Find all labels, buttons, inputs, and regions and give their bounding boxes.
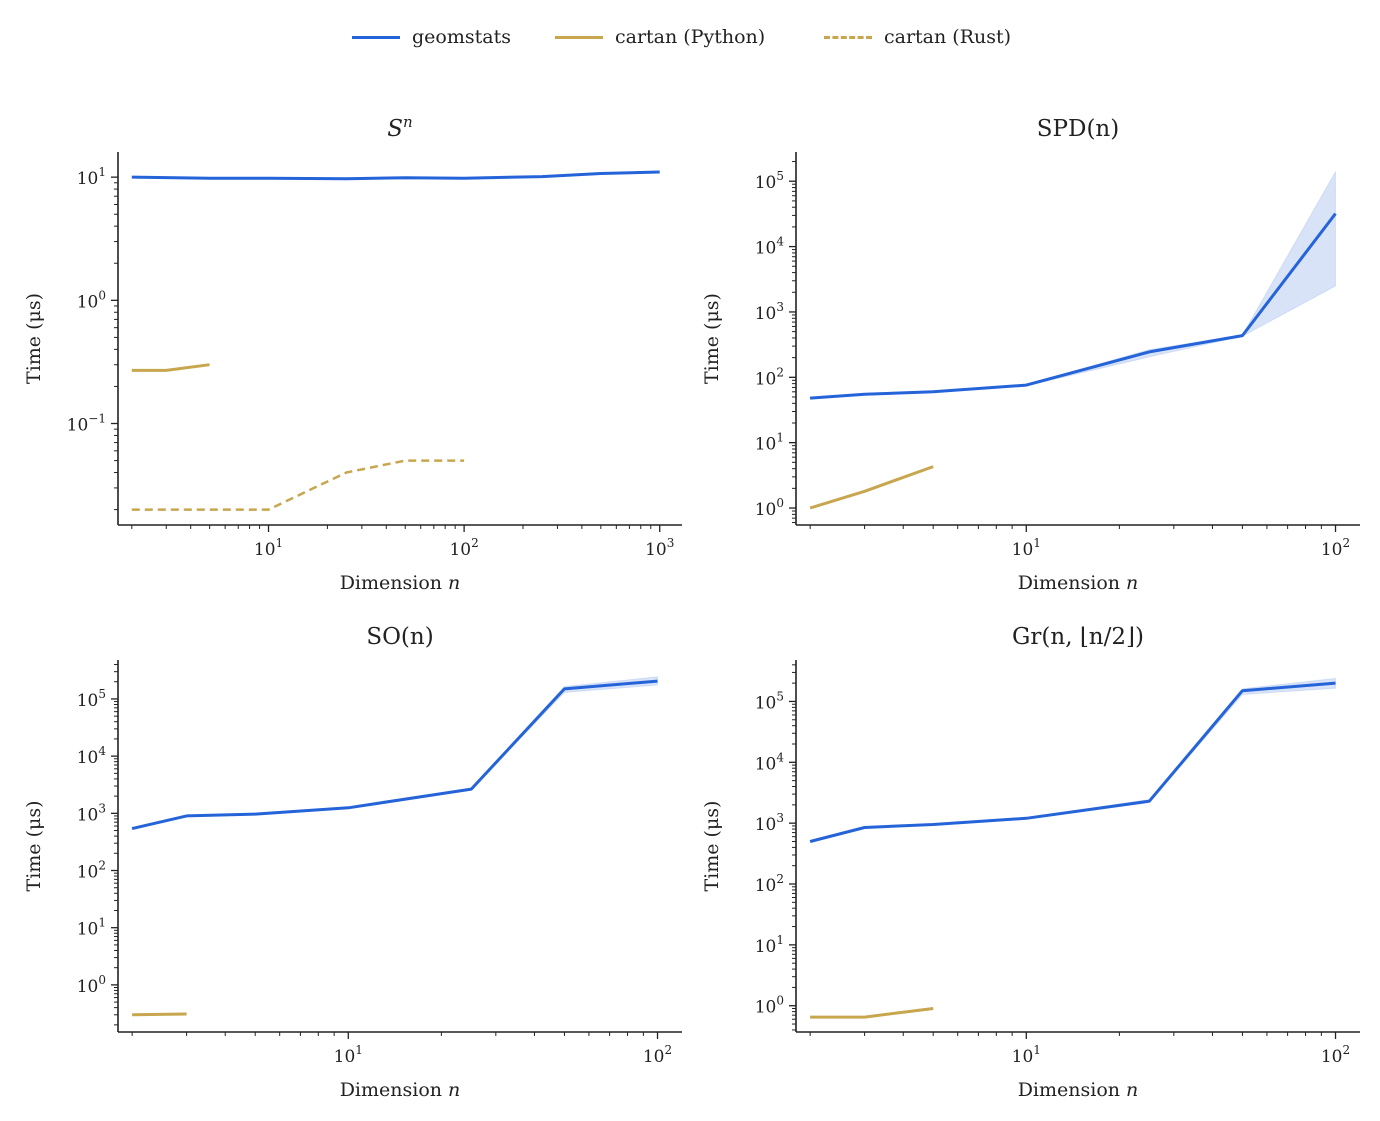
series-line-1-3: [131, 459, 465, 511]
y-axis-label: Time (μs): [701, 293, 723, 384]
x-axis-label: Dimension n: [340, 1079, 461, 1101]
y-tick-label: 100: [77, 288, 106, 312]
y-tick-label: 105: [77, 687, 106, 711]
series-line-1-2: [131, 363, 210, 372]
x-axis-label: Dimension n: [1018, 1079, 1139, 1101]
y-tick-label: 100: [755, 496, 784, 520]
y-tick-label: 103: [77, 801, 106, 825]
y-tick-label: 104: [755, 235, 785, 259]
y-tick-label: 102: [755, 365, 784, 389]
chart-title: Sn: [387, 113, 412, 142]
series-line-3-2: [132, 1012, 187, 1017]
legend-label-cartan-rust: cartan (Rust): [884, 26, 1012, 48]
chart-2: 101 102 100 101 102 103 104 105 SPD(n) Dimension …: [701, 116, 1360, 594]
series-line-2-1: [809, 212, 1337, 400]
legend-label-cartan-python: cartan (Python): [615, 26, 766, 48]
x-tick-label: 101: [254, 536, 283, 560]
y-tick-label: 102: [77, 859, 106, 883]
chart-4: 101 102 100 101 102 103 104 105 Gr(n, ⌊n/2⌋) Dime…: [701, 624, 1360, 1101]
series-line-4-1: [809, 681, 1336, 843]
series-line-1-1: [131, 170, 660, 181]
legend-label-geomstats: geomstats: [412, 26, 511, 48]
legend-swatch-geomstats: [352, 36, 400, 39]
legend-swatch-cartan-rust: [824, 36, 872, 39]
x-axis-label: Dimension n: [1018, 572, 1139, 594]
x-tick-label: 101: [334, 1043, 363, 1067]
series-line-2-2: [809, 465, 934, 510]
legend-swatch-cartan-python: [555, 36, 603, 39]
y-tick-label: 105: [755, 169, 784, 193]
chart-1: 101 102 103 10−1 100 101 Sn Dimension n Time (μs…: [23, 113, 682, 594]
y-tick-label: 105: [755, 689, 784, 713]
band-3-1: [131, 676, 659, 830]
x-tick-label: 102: [1321, 536, 1350, 560]
band-2-1: [809, 169, 1337, 400]
y-tick-label: 101: [77, 165, 106, 189]
chart-title: Gr(n, ⌊n/2⌋): [1012, 624, 1144, 650]
y-tick-label: 10−1: [67, 412, 106, 436]
y-axis-label: Time (μs): [23, 293, 45, 384]
y-axis-label: Time (μs): [23, 801, 45, 892]
y-tick-label: 101: [755, 431, 784, 455]
chart-title: SO(n): [366, 624, 433, 650]
y-tick-label: 101: [77, 916, 106, 940]
x-tick-label: 102: [449, 536, 478, 560]
chart-title: SPD(n): [1037, 116, 1119, 142]
y-tick-label: 100: [77, 973, 106, 997]
legend: geomstats cartan (Python) cartan (Rust): [0, 22, 1380, 54]
x-axis-label: Dimension n: [340, 572, 461, 594]
x-tick-label: 102: [1321, 1043, 1350, 1067]
series-line-4-2: [810, 1007, 934, 1019]
x-tick-label: 102: [643, 1043, 672, 1067]
x-tick-label: 101: [1012, 536, 1041, 560]
x-tick-label: 103: [645, 536, 674, 560]
chart-3: 101 102 100 101 102 103 104 105 SO(n) Dimension n…: [23, 624, 682, 1101]
y-tick-label: 101: [755, 933, 784, 957]
y-tick-label: 102: [755, 872, 784, 896]
y-tick-label: 103: [755, 300, 784, 324]
y-tick-label: 104: [77, 744, 107, 768]
x-tick-label: 101: [1012, 1043, 1041, 1067]
series-line-3-1: [131, 679, 658, 831]
y-tick-label: 104: [755, 750, 785, 774]
y-tick-label: 103: [755, 811, 784, 835]
y-tick-label: 100: [755, 994, 784, 1018]
y-axis-label: Time (μs): [701, 801, 723, 892]
band-4-1: [809, 677, 1337, 843]
